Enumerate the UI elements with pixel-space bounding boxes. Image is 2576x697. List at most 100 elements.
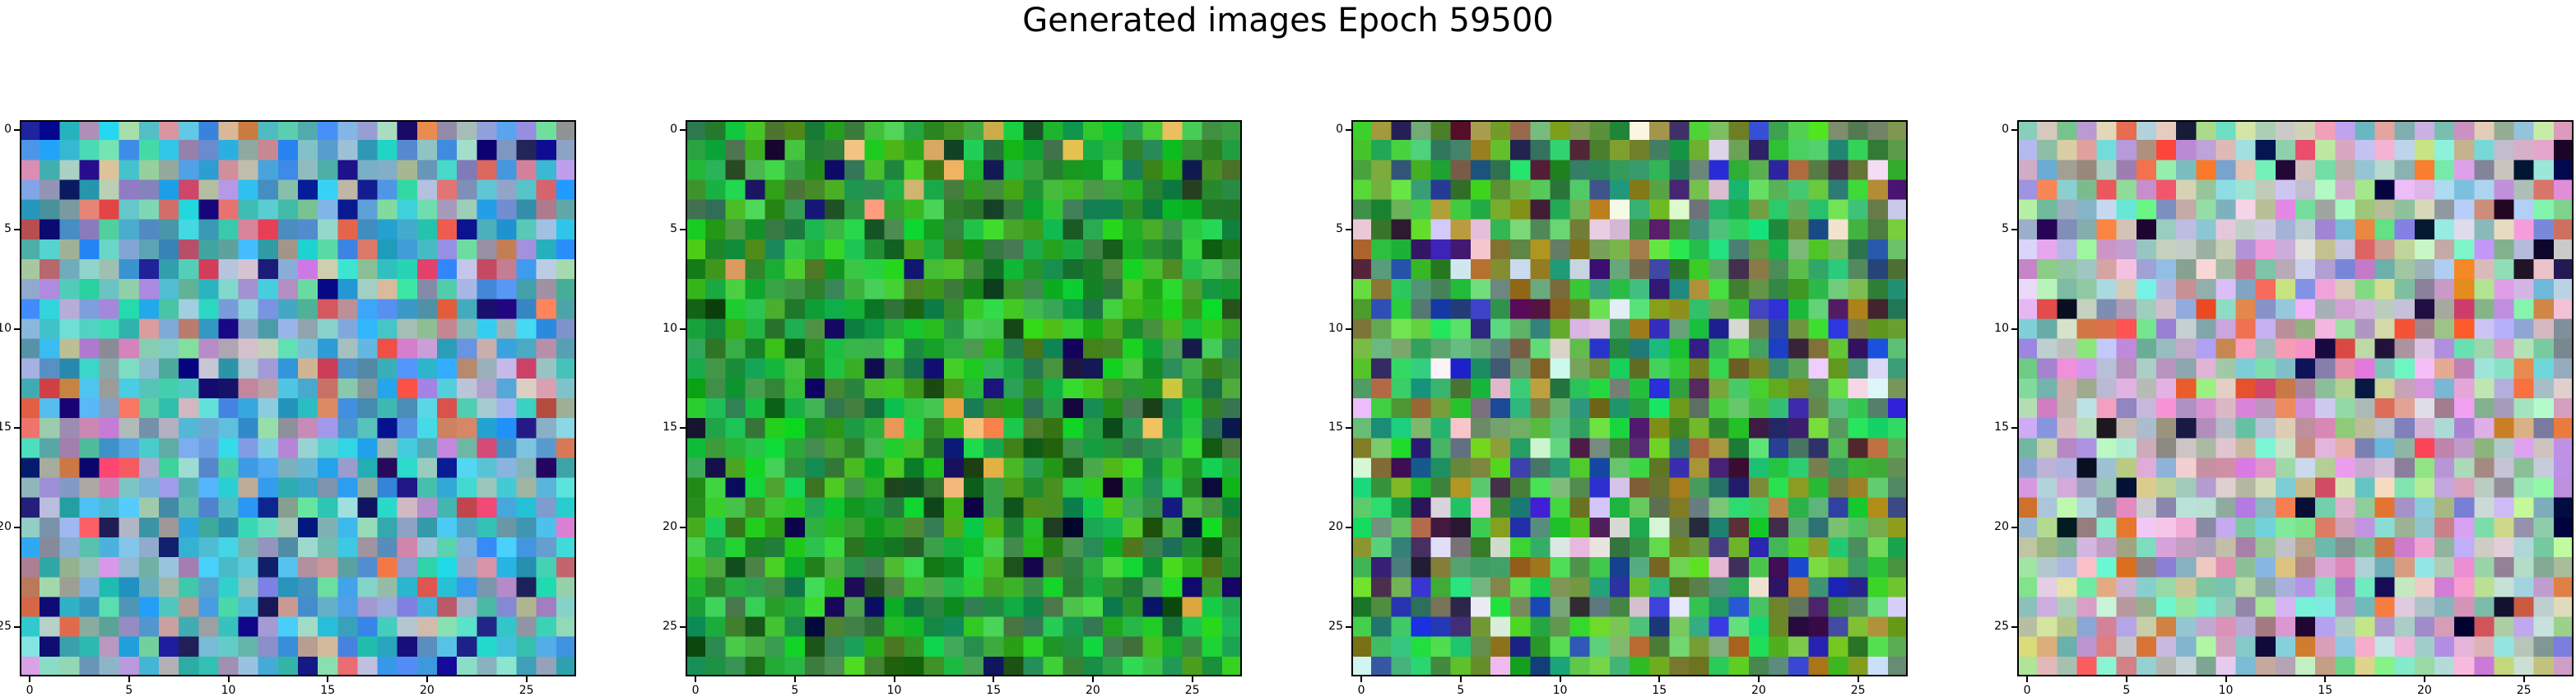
y-tick-mark xyxy=(680,625,686,628)
image-panel-3: 0 5 10 15 20 25 0 5 10 15 20 25 xyxy=(1328,120,1908,697)
y-tick-mark xyxy=(2011,427,2017,430)
x-tick-label: 0 xyxy=(1357,684,1365,697)
x-tick-mark xyxy=(2423,676,2425,682)
x-tick-label: 10 xyxy=(1552,684,1568,697)
y-tick-label: 0 xyxy=(670,123,677,137)
x-tick-label: 5 xyxy=(125,684,133,697)
y-tick-label: 10 xyxy=(1328,321,1343,335)
x-tick-mark xyxy=(1191,676,1193,682)
axes-frame xyxy=(20,120,576,676)
y-tick-label: 20 xyxy=(0,519,12,533)
x-tick-label: 20 xyxy=(1086,684,1100,697)
y-tick-label: 10 xyxy=(1994,321,2009,335)
y-tick-label: 25 xyxy=(0,619,12,633)
x-tick-mark xyxy=(1091,676,1094,682)
x-tick-label: 20 xyxy=(1751,684,1766,697)
x-tick-label: 20 xyxy=(2417,684,2432,697)
x-tick-mark xyxy=(227,676,230,682)
generated-image-1 xyxy=(20,120,576,676)
x-tick-mark xyxy=(1360,676,1363,682)
x-tick-mark xyxy=(993,676,995,682)
x-tick-mark xyxy=(2125,676,2127,682)
y-tick-label: 0 xyxy=(4,123,12,137)
y-tick-mark xyxy=(14,129,20,132)
y-tick-label: 15 xyxy=(663,421,677,434)
x-tick-label: 15 xyxy=(2318,684,2333,697)
y-tick-label: 0 xyxy=(1336,123,1343,137)
y-tick-label: 15 xyxy=(1994,421,2009,434)
x-tick-label: 15 xyxy=(320,684,336,697)
y-tick-mark xyxy=(1346,129,1351,132)
y-tick-mark xyxy=(680,129,686,132)
x-tick-mark xyxy=(1559,676,1561,682)
y-tick-mark xyxy=(2011,129,2017,132)
y-tick-mark xyxy=(1346,526,1351,528)
y-tick-mark xyxy=(14,526,20,528)
y-tick-mark xyxy=(14,228,20,230)
generated-image-3 xyxy=(1351,120,1908,676)
image-panel-4: 0 5 10 15 20 25 0 5 10 15 20 25 xyxy=(1994,120,2574,697)
y-tick-mark xyxy=(680,328,686,330)
x-tick-mark xyxy=(893,676,895,682)
x-tick-label: 15 xyxy=(1652,684,1667,697)
x-tick-label: 0 xyxy=(26,684,34,697)
y-tick-mark xyxy=(680,427,686,430)
x-tick-mark xyxy=(1658,676,1661,682)
y-tick-label: 5 xyxy=(670,221,677,235)
x-tick-label: 25 xyxy=(1850,684,1866,697)
y-tick-mark xyxy=(1346,228,1351,230)
y-tick-label: 15 xyxy=(0,421,12,434)
y-tick-mark xyxy=(1346,625,1351,628)
y-tick-label: 20 xyxy=(1994,519,2009,533)
x-tick-mark xyxy=(327,676,329,682)
y-tick-label: 5 xyxy=(1336,221,1343,235)
x-tick-label: 0 xyxy=(2023,684,2031,697)
y-tick-mark xyxy=(2011,328,2017,330)
x-tick-mark xyxy=(425,676,428,682)
x-tick-mark xyxy=(2225,676,2227,682)
x-tick-label: 25 xyxy=(518,684,534,697)
x-tick-mark xyxy=(525,676,528,682)
generated-image-4 xyxy=(2017,120,2574,676)
y-tick-mark xyxy=(1346,328,1351,330)
y-tick-mark xyxy=(14,625,20,628)
y-tick-label: 15 xyxy=(1328,421,1343,434)
x-tick-mark xyxy=(695,676,697,682)
x-tick-mark xyxy=(128,676,130,682)
y-tick-label: 10 xyxy=(663,321,677,335)
x-tick-label: 5 xyxy=(791,684,799,697)
generated-image-2 xyxy=(686,120,1242,676)
y-tick-mark xyxy=(2011,625,2017,628)
x-tick-label: 15 xyxy=(986,684,1002,697)
x-tick-mark xyxy=(2523,676,2525,682)
x-tick-label: 25 xyxy=(1184,684,1200,697)
x-tick-mark xyxy=(29,676,31,682)
x-tick-label: 10 xyxy=(886,684,902,697)
image-panel-2: 0 5 10 15 20 25 0 5 10 15 20 25 xyxy=(663,120,1242,697)
y-tick-label: 20 xyxy=(1328,519,1343,533)
x-tick-label: 25 xyxy=(2516,684,2532,697)
x-tick-mark xyxy=(1857,676,1859,682)
x-tick-mark xyxy=(1757,676,1760,682)
y-tick-mark xyxy=(680,228,686,230)
x-tick-label: 5 xyxy=(2123,684,2131,697)
x-tick-mark xyxy=(2026,676,2029,682)
x-tick-mark xyxy=(2324,676,2327,682)
figure-title: Generated images Epoch 59500 xyxy=(1022,2,1554,39)
y-tick-label: 25 xyxy=(663,619,677,633)
image-panel-1: 0 5 10 15 20 25 0 5 10 15 20 25 xyxy=(0,120,576,697)
y-tick-mark xyxy=(1346,427,1351,430)
y-tick-label: 0 xyxy=(2002,123,2009,137)
x-tick-label: 20 xyxy=(420,684,435,697)
x-tick-mark xyxy=(1459,676,1462,682)
y-tick-label: 25 xyxy=(1994,619,2009,633)
y-tick-mark xyxy=(14,328,20,330)
axes-frame xyxy=(1351,120,1908,676)
axes-frame xyxy=(2017,120,2574,676)
y-tick-mark xyxy=(2011,526,2017,528)
x-tick-label: 10 xyxy=(2218,684,2234,697)
x-tick-label: 10 xyxy=(221,684,236,697)
axes-frame xyxy=(686,120,1242,676)
y-tick-mark xyxy=(14,427,20,430)
y-tick-label: 10 xyxy=(0,321,12,335)
